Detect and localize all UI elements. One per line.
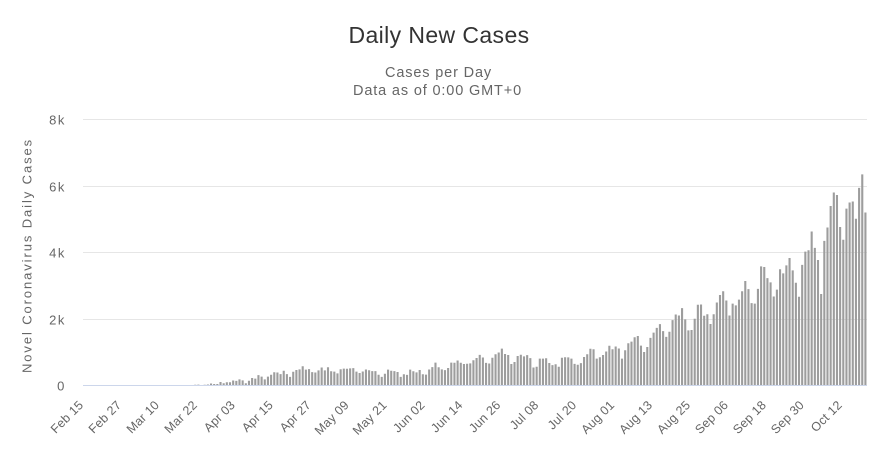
svg-text:Cases per Day: Cases per Day: [385, 65, 492, 81]
svg-text:2k: 2k: [49, 313, 66, 328]
svg-text:0: 0: [57, 379, 66, 394]
svg-text:Novel Coronavirus Daily Cases: Novel Coronavirus Daily Cases: [20, 138, 35, 373]
svg-text:8k: 8k: [49, 113, 66, 128]
svg-text:4k: 4k: [49, 246, 66, 261]
svg-text:Data as of 0:00 GMT+0: Data as of 0:00 GMT+0: [353, 83, 522, 99]
svg-text:6k: 6k: [49, 180, 66, 195]
svg-text:Daily New Cases: Daily New Cases: [348, 22, 529, 48]
